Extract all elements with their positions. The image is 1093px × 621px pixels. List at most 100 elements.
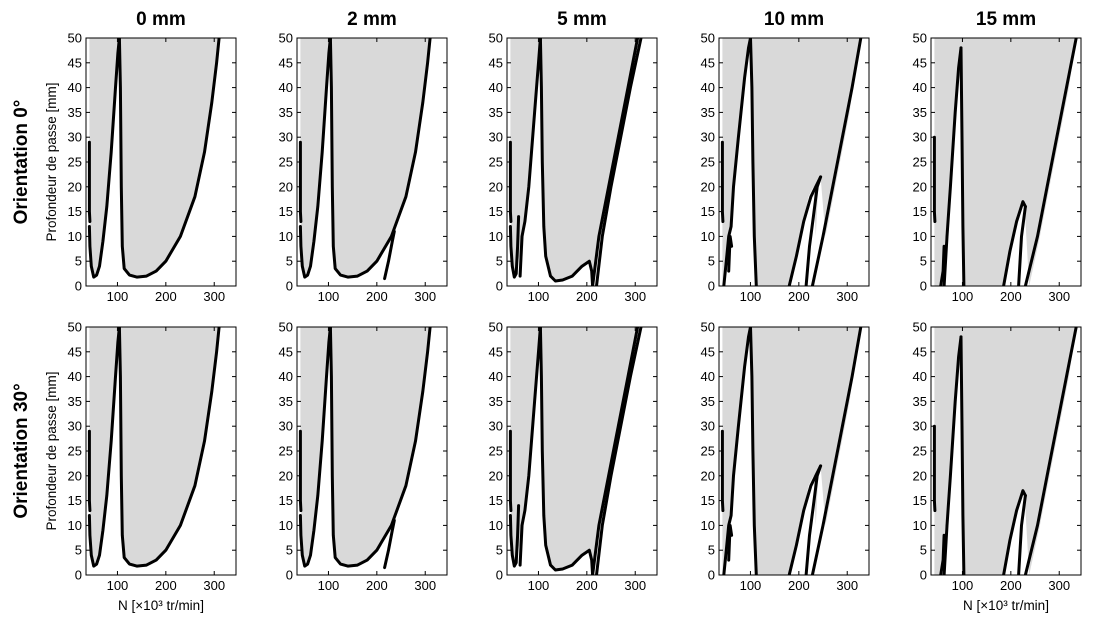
y-tick-label: 40 bbox=[279, 369, 293, 384]
y-tick-label: 20 bbox=[68, 468, 82, 483]
x-tick-label: 300 bbox=[414, 289, 436, 304]
y-tick-label: 45 bbox=[68, 344, 82, 359]
y-tick-label: 45 bbox=[701, 344, 715, 359]
y-tick-label: 30 bbox=[489, 419, 503, 434]
column-title: 0 mm bbox=[136, 9, 186, 30]
stability-lobe-curve bbox=[518, 327, 542, 567]
stability-lobe-curve bbox=[939, 533, 946, 575]
y-tick-label: 30 bbox=[913, 130, 927, 145]
subplot: 0 5 10 15 20 25 30 35 40 45 50 100 200 300 bbox=[701, 320, 870, 593]
x-tick-label: 200 bbox=[366, 578, 388, 593]
stability-lobe-curve bbox=[508, 140, 513, 223]
y-tick-label: 5 bbox=[920, 543, 927, 558]
stability-lobe-curve bbox=[508, 504, 521, 568]
subplot: 0 5 10 15 20 25 30 35 40 45 50 100 200 300 Profondeur … bbox=[44, 320, 237, 613]
stability-lobe-curve bbox=[959, 335, 966, 575]
x-tick-label: 100 bbox=[952, 578, 974, 593]
y-tick-label: 10 bbox=[489, 518, 503, 533]
stability-lobe-curve bbox=[383, 229, 396, 281]
plot-area bbox=[298, 327, 432, 570]
stability-lobe-curve bbox=[727, 523, 734, 562]
subplot: 0 5 10 15 20 25 30 35 40 45 50 100 200 300 bbox=[279, 31, 448, 304]
stability-lobe-curve bbox=[298, 429, 303, 512]
y-tick-label: 45 bbox=[279, 344, 293, 359]
subplot: 0 5 10 15 20 25 30 35 40 45 50 100 200 300 Profondeur … bbox=[44, 31, 237, 304]
subplot: 0 5 10 15 20 25 30 35 40 45 50 100 200 300 bbox=[489, 31, 658, 304]
stability-lobe-curve bbox=[1002, 200, 1027, 286]
y-tick-label: 0 bbox=[920, 279, 927, 294]
x-tick-label: 100 bbox=[528, 578, 550, 593]
y-tick-label: 0 bbox=[496, 568, 503, 583]
y-tick-label: 10 bbox=[279, 229, 293, 244]
column-title: 5 mm bbox=[557, 9, 607, 30]
column-title: 15 mm bbox=[976, 9, 1036, 30]
y-tick-label: 25 bbox=[701, 444, 715, 459]
stability-lobe-curve bbox=[508, 429, 513, 512]
y-tick-label: 35 bbox=[489, 394, 503, 409]
y-tick-label: 45 bbox=[489, 344, 503, 359]
stability-lobe-curve bbox=[932, 424, 937, 512]
plot-area bbox=[932, 327, 1078, 575]
stability-lobe-curve bbox=[87, 140, 92, 223]
y-tick-label: 50 bbox=[913, 31, 927, 46]
y-tick-label: 30 bbox=[68, 130, 82, 145]
stability-lobe-curve bbox=[87, 429, 92, 512]
y-tick-label: 50 bbox=[489, 320, 503, 335]
y-tick-label: 10 bbox=[68, 518, 82, 533]
x-tick-label: 100 bbox=[740, 289, 762, 304]
y-tick-label: 0 bbox=[286, 279, 293, 294]
stability-lobe-curve bbox=[298, 140, 303, 223]
stability-lobe-curve bbox=[595, 38, 643, 286]
y-tick-label: 0 bbox=[286, 568, 293, 583]
y-tick-label: 15 bbox=[489, 204, 503, 219]
stability-lobe-curve bbox=[727, 234, 734, 273]
y-axis-label: Profondeur de passe [mm] bbox=[44, 82, 59, 241]
y-tick-label: 25 bbox=[913, 155, 927, 170]
y-tick-label: 5 bbox=[496, 254, 503, 269]
y-tick-label: 30 bbox=[279, 130, 293, 145]
stability-lobe-curve bbox=[722, 38, 752, 286]
y-tick-label: 5 bbox=[75, 543, 82, 558]
y-tick-label: 10 bbox=[701, 229, 715, 244]
y-tick-label: 45 bbox=[913, 55, 927, 70]
stability-lobe-curve bbox=[298, 327, 332, 568]
y-tick-label: 35 bbox=[279, 105, 293, 120]
y-tick-label: 25 bbox=[68, 444, 82, 459]
stability-lobe-curve bbox=[383, 518, 396, 570]
stability-lobe-curve bbox=[87, 327, 121, 568]
y-tick-label: 40 bbox=[68, 80, 82, 95]
y-tick-label: 25 bbox=[68, 155, 82, 170]
y-tick-label: 50 bbox=[701, 31, 715, 46]
y-tick-label: 45 bbox=[68, 55, 82, 70]
column-titles: 0 mm 2 mm 5 mm 10 mm 15 mm bbox=[136, 9, 1036, 30]
stability-lobe-curve bbox=[298, 38, 332, 279]
y-tick-label: 0 bbox=[75, 279, 82, 294]
y-tick-label: 0 bbox=[708, 279, 715, 294]
row-titles: Orientation 0° Orientation 30° bbox=[11, 100, 32, 519]
row-title: Orientation 30° bbox=[11, 383, 32, 518]
x-tick-label: 200 bbox=[155, 289, 177, 304]
y-tick-label: 25 bbox=[279, 155, 293, 170]
y-tick-label: 10 bbox=[68, 229, 82, 244]
y-tick-label: 5 bbox=[75, 254, 82, 269]
x-tick-label: 200 bbox=[576, 289, 598, 304]
x-tick-label: 200 bbox=[788, 289, 810, 304]
y-tick-label: 45 bbox=[489, 55, 503, 70]
y-tick-label: 45 bbox=[701, 55, 715, 70]
y-tick-label: 30 bbox=[701, 130, 715, 145]
y-tick-label: 40 bbox=[489, 80, 503, 95]
y-tick-label: 25 bbox=[489, 444, 503, 459]
y-tick-label: 15 bbox=[913, 204, 927, 219]
y-tick-label: 35 bbox=[68, 105, 82, 120]
plot-area bbox=[87, 38, 221, 279]
y-tick-label: 15 bbox=[279, 493, 293, 508]
y-tick-label: 30 bbox=[701, 419, 715, 434]
y-tick-label: 0 bbox=[496, 279, 503, 294]
y-tick-label: 50 bbox=[913, 320, 927, 335]
y-tick-label: 40 bbox=[913, 369, 927, 384]
y-tick-label: 35 bbox=[701, 394, 715, 409]
y-tick-label: 35 bbox=[913, 394, 927, 409]
x-tick-label: 300 bbox=[203, 578, 225, 593]
